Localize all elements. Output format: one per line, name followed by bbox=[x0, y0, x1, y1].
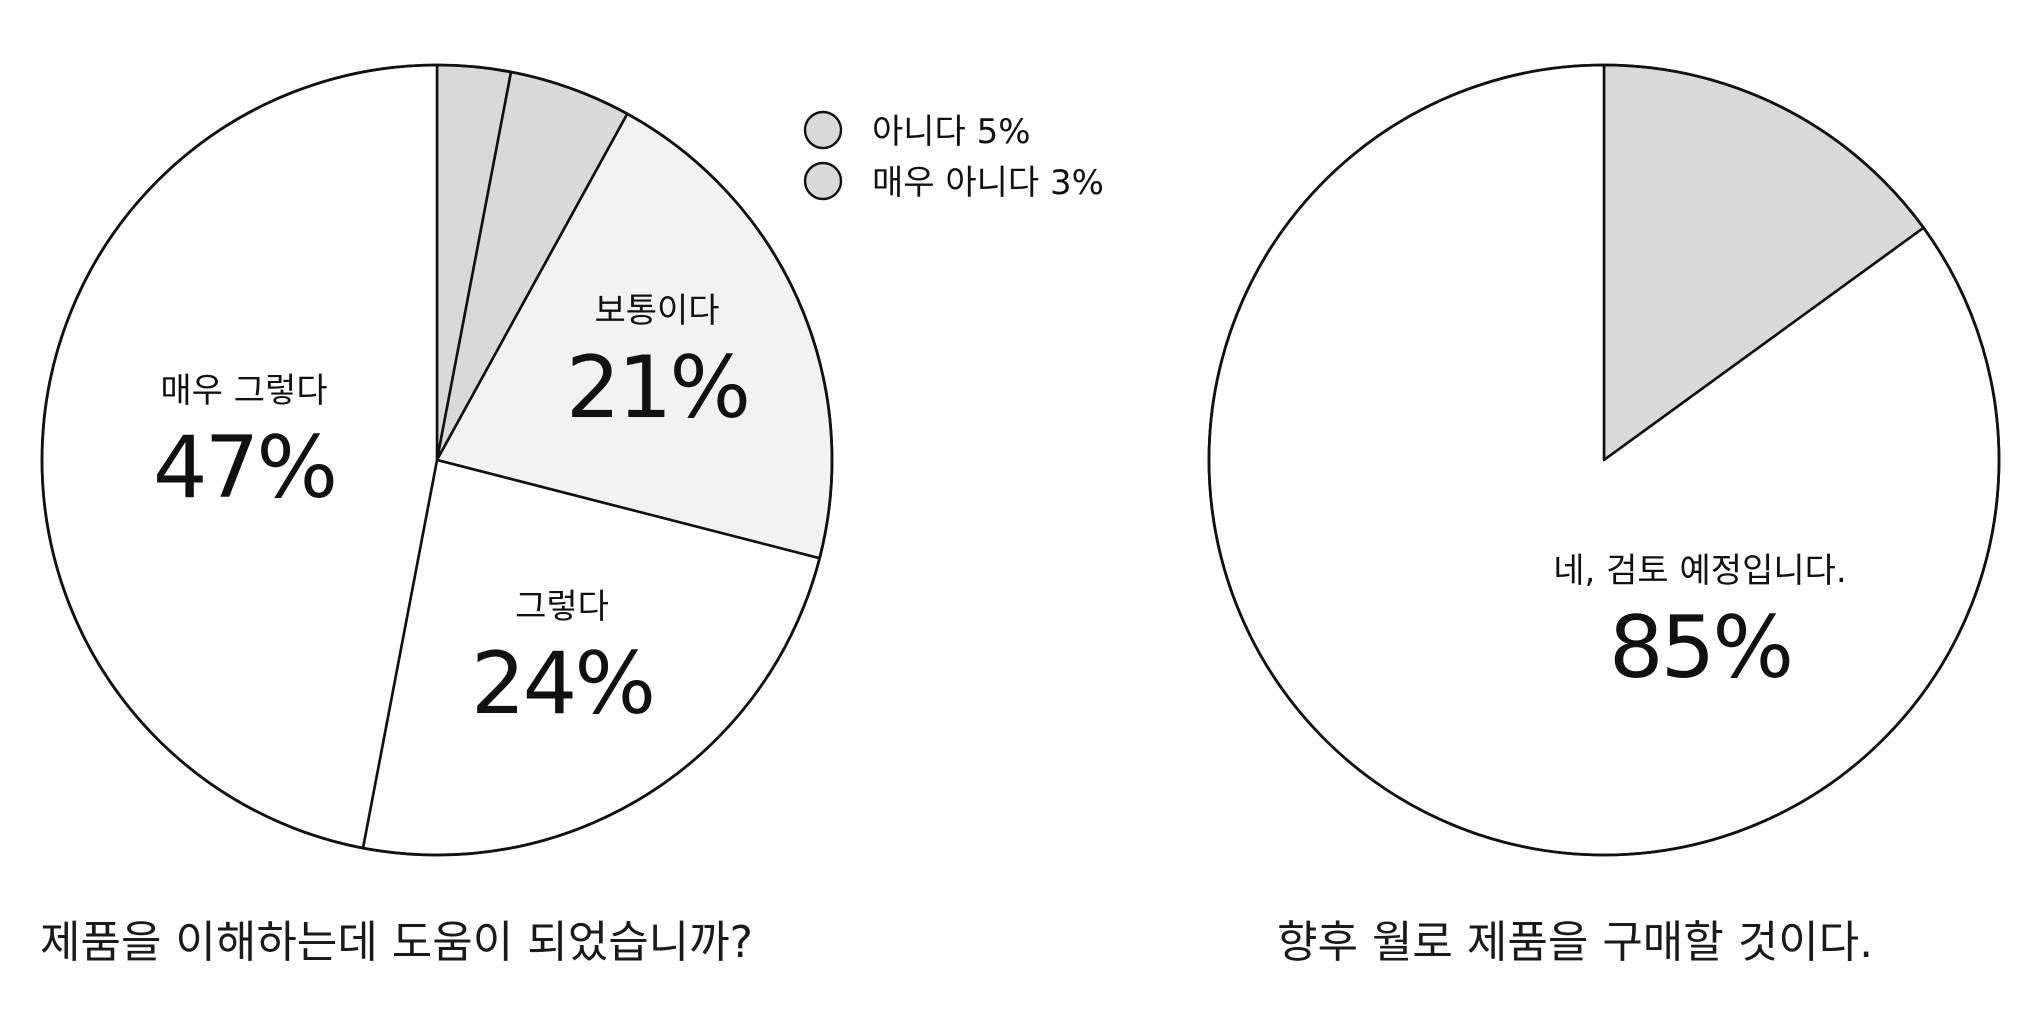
slice-label: 매우 그렇다 bbox=[160, 371, 327, 411]
pie-outline bbox=[40, 63, 834, 857]
slice-label: 보통이다 bbox=[594, 291, 719, 331]
pie-outline bbox=[1207, 63, 2001, 857]
slice-label: 그렇다 bbox=[515, 587, 609, 627]
slice-percent: 47% bbox=[153, 418, 335, 518]
chart-title-purchase-intent: 향후 월로 제품을 구매할 것이다. bbox=[1277, 917, 1873, 968]
legend-item-aniida: 아니다 5% bbox=[872, 112, 1031, 152]
legend: 아니다 5% 매우 아니다 3% bbox=[803, 110, 1104, 203]
slice-percent: 21% bbox=[566, 338, 748, 438]
slice-label: 네, 검토 예정입니다. bbox=[1553, 551, 1846, 591]
slice-percent: 85% bbox=[1609, 598, 1791, 698]
pie-chart-purchase-intent: 아니요.15%네, 검토 예정입니다.85% bbox=[1207, 63, 2001, 857]
legend-swatch-aniida bbox=[803, 110, 843, 150]
chart-title-understanding: 제품을 이해하는데 도움이 되었습니까? bbox=[40, 917, 753, 968]
legend-swatch-maeu-aniida bbox=[803, 161, 843, 201]
pie-chart-understanding: 보통이다 21% 그렇다 24% 매우 그렇다 47% bbox=[40, 63, 834, 857]
legend-item-maeu-aniida: 매우 아니다 3% bbox=[872, 163, 1104, 203]
slice-percent: 24% bbox=[471, 634, 653, 734]
